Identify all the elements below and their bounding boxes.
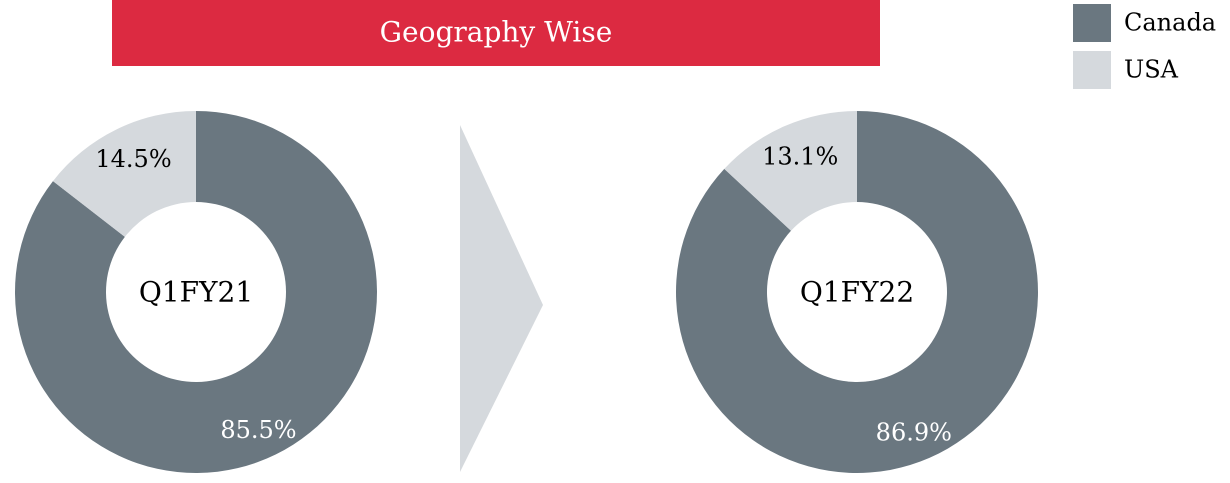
- center-label: Q1FY21: [139, 276, 253, 309]
- data-label: 13.1%: [762, 142, 838, 170]
- legend-swatch: [1073, 51, 1111, 89]
- donut-slice: [52, 111, 197, 237]
- legend-swatch: [1073, 4, 1111, 42]
- chart-title: Geography Wise: [380, 16, 613, 49]
- legend-label: USA: [1124, 56, 1179, 84]
- data-label: 86.9%: [876, 419, 952, 447]
- data-label: 14.5%: [95, 145, 171, 173]
- data-label: 85.5%: [220, 416, 296, 444]
- donut-slice: [724, 110, 857, 231]
- arrow: [460, 125, 543, 472]
- donut-slice: [14, 111, 378, 473]
- title-banner: [112, 0, 880, 66]
- legend-label: Canada: [1124, 9, 1216, 37]
- donut-slice: [675, 111, 1039, 473]
- center-label: Q1FY22: [800, 276, 914, 309]
